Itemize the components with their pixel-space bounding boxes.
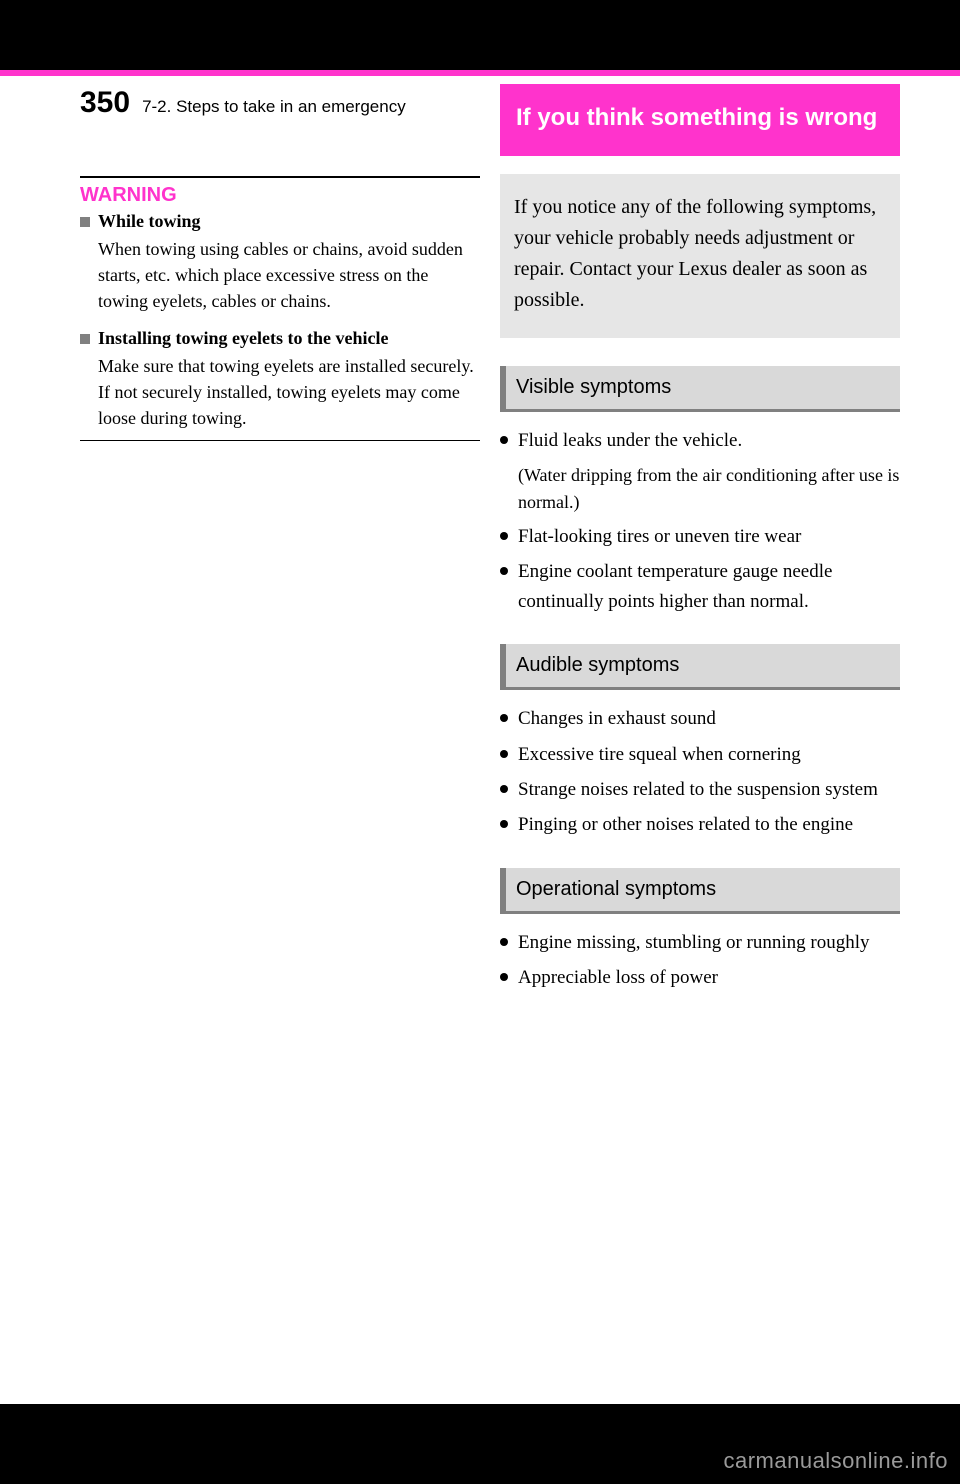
list-item-text: Pinging or other noises related to the e…	[518, 810, 900, 839]
bullet-icon	[500, 714, 508, 722]
left-column: 350 7-2. Steps to take in an emergency W…	[80, 76, 480, 441]
list-item-text: Strange noises related to the suspension…	[518, 775, 900, 804]
list-item: Appreciable loss of power	[500, 963, 900, 992]
list-item-text: Flat-looking tires or uneven tire wear	[518, 522, 900, 551]
watermark: carmanualsonline.info	[723, 1448, 948, 1474]
warning-item-head: Installing towing eyelets to the vehicle	[98, 328, 388, 349]
list-item-note: (Water dripping from the air conditionin…	[518, 462, 900, 516]
section-visible: Visible symptoms	[500, 366, 900, 412]
warning-item-body: When towing using cables or chains, avoi…	[98, 236, 480, 314]
bullet-icon	[500, 820, 508, 828]
list-item-text: Appreciable loss of power	[518, 963, 900, 992]
list-item: Excessive tire squeal when cornering	[500, 740, 900, 769]
topic-title: If you think something is wrong	[500, 84, 900, 156]
warning-item: While towing	[80, 211, 480, 232]
section-audible: Audible symptoms	[500, 644, 900, 690]
list-item: Pinging or other noises related to the e…	[500, 810, 900, 839]
list-item: Engine missing, stumbling or running rou…	[500, 928, 900, 957]
breadcrumb: 7-2. Steps to take in an emergency	[142, 97, 406, 117]
bullet-icon	[500, 567, 508, 575]
intro-text: If you notice any of the following sympt…	[500, 174, 900, 338]
list-item: Flat-looking tires or uneven tire wear	[500, 522, 900, 551]
bullet-icon	[500, 785, 508, 793]
list-item: Engine coolant temperature gauge needle …	[500, 557, 900, 616]
bullet-icon	[500, 532, 508, 540]
right-column: If you think something is wrong If you n…	[500, 76, 900, 999]
bullet-icon	[500, 973, 508, 981]
warning-title: WARNING	[80, 184, 480, 207]
list-item-text: Excessive tire squeal when cornering	[518, 740, 900, 769]
bullet-icon	[500, 750, 508, 758]
list-item: Changes in exhaust sound	[500, 704, 900, 733]
list-item: Fluid leaks under the vehicle.	[500, 426, 900, 455]
warning-item-head: While towing	[98, 211, 201, 232]
list-item-text: Engine missing, stumbling or running rou…	[518, 928, 900, 957]
warning-item-body: Make sure that towing eyelets are instal…	[98, 353, 480, 431]
page-number: 350	[80, 86, 130, 120]
list-item-text: Engine coolant temperature gauge needle …	[518, 557, 900, 616]
square-bullet-icon	[80, 334, 90, 344]
bullet-icon	[500, 938, 508, 946]
list-item-text: Fluid leaks under the vehicle.	[518, 426, 900, 455]
section-operational: Operational symptoms	[500, 868, 900, 914]
bullet-icon	[500, 436, 508, 444]
page-body: 350 7-2. Steps to take in an emergency W…	[0, 76, 960, 1404]
warning-item: Installing towing eyelets to the vehicle	[80, 328, 480, 349]
page-header: 350 7-2. Steps to take in an emergency	[80, 86, 480, 120]
list-item-text: Changes in exhaust sound	[518, 704, 900, 733]
square-bullet-icon	[80, 217, 90, 227]
warning-box: WARNING While towing When towing using c…	[80, 176, 480, 441]
list-item: Strange noises related to the suspension…	[500, 775, 900, 804]
